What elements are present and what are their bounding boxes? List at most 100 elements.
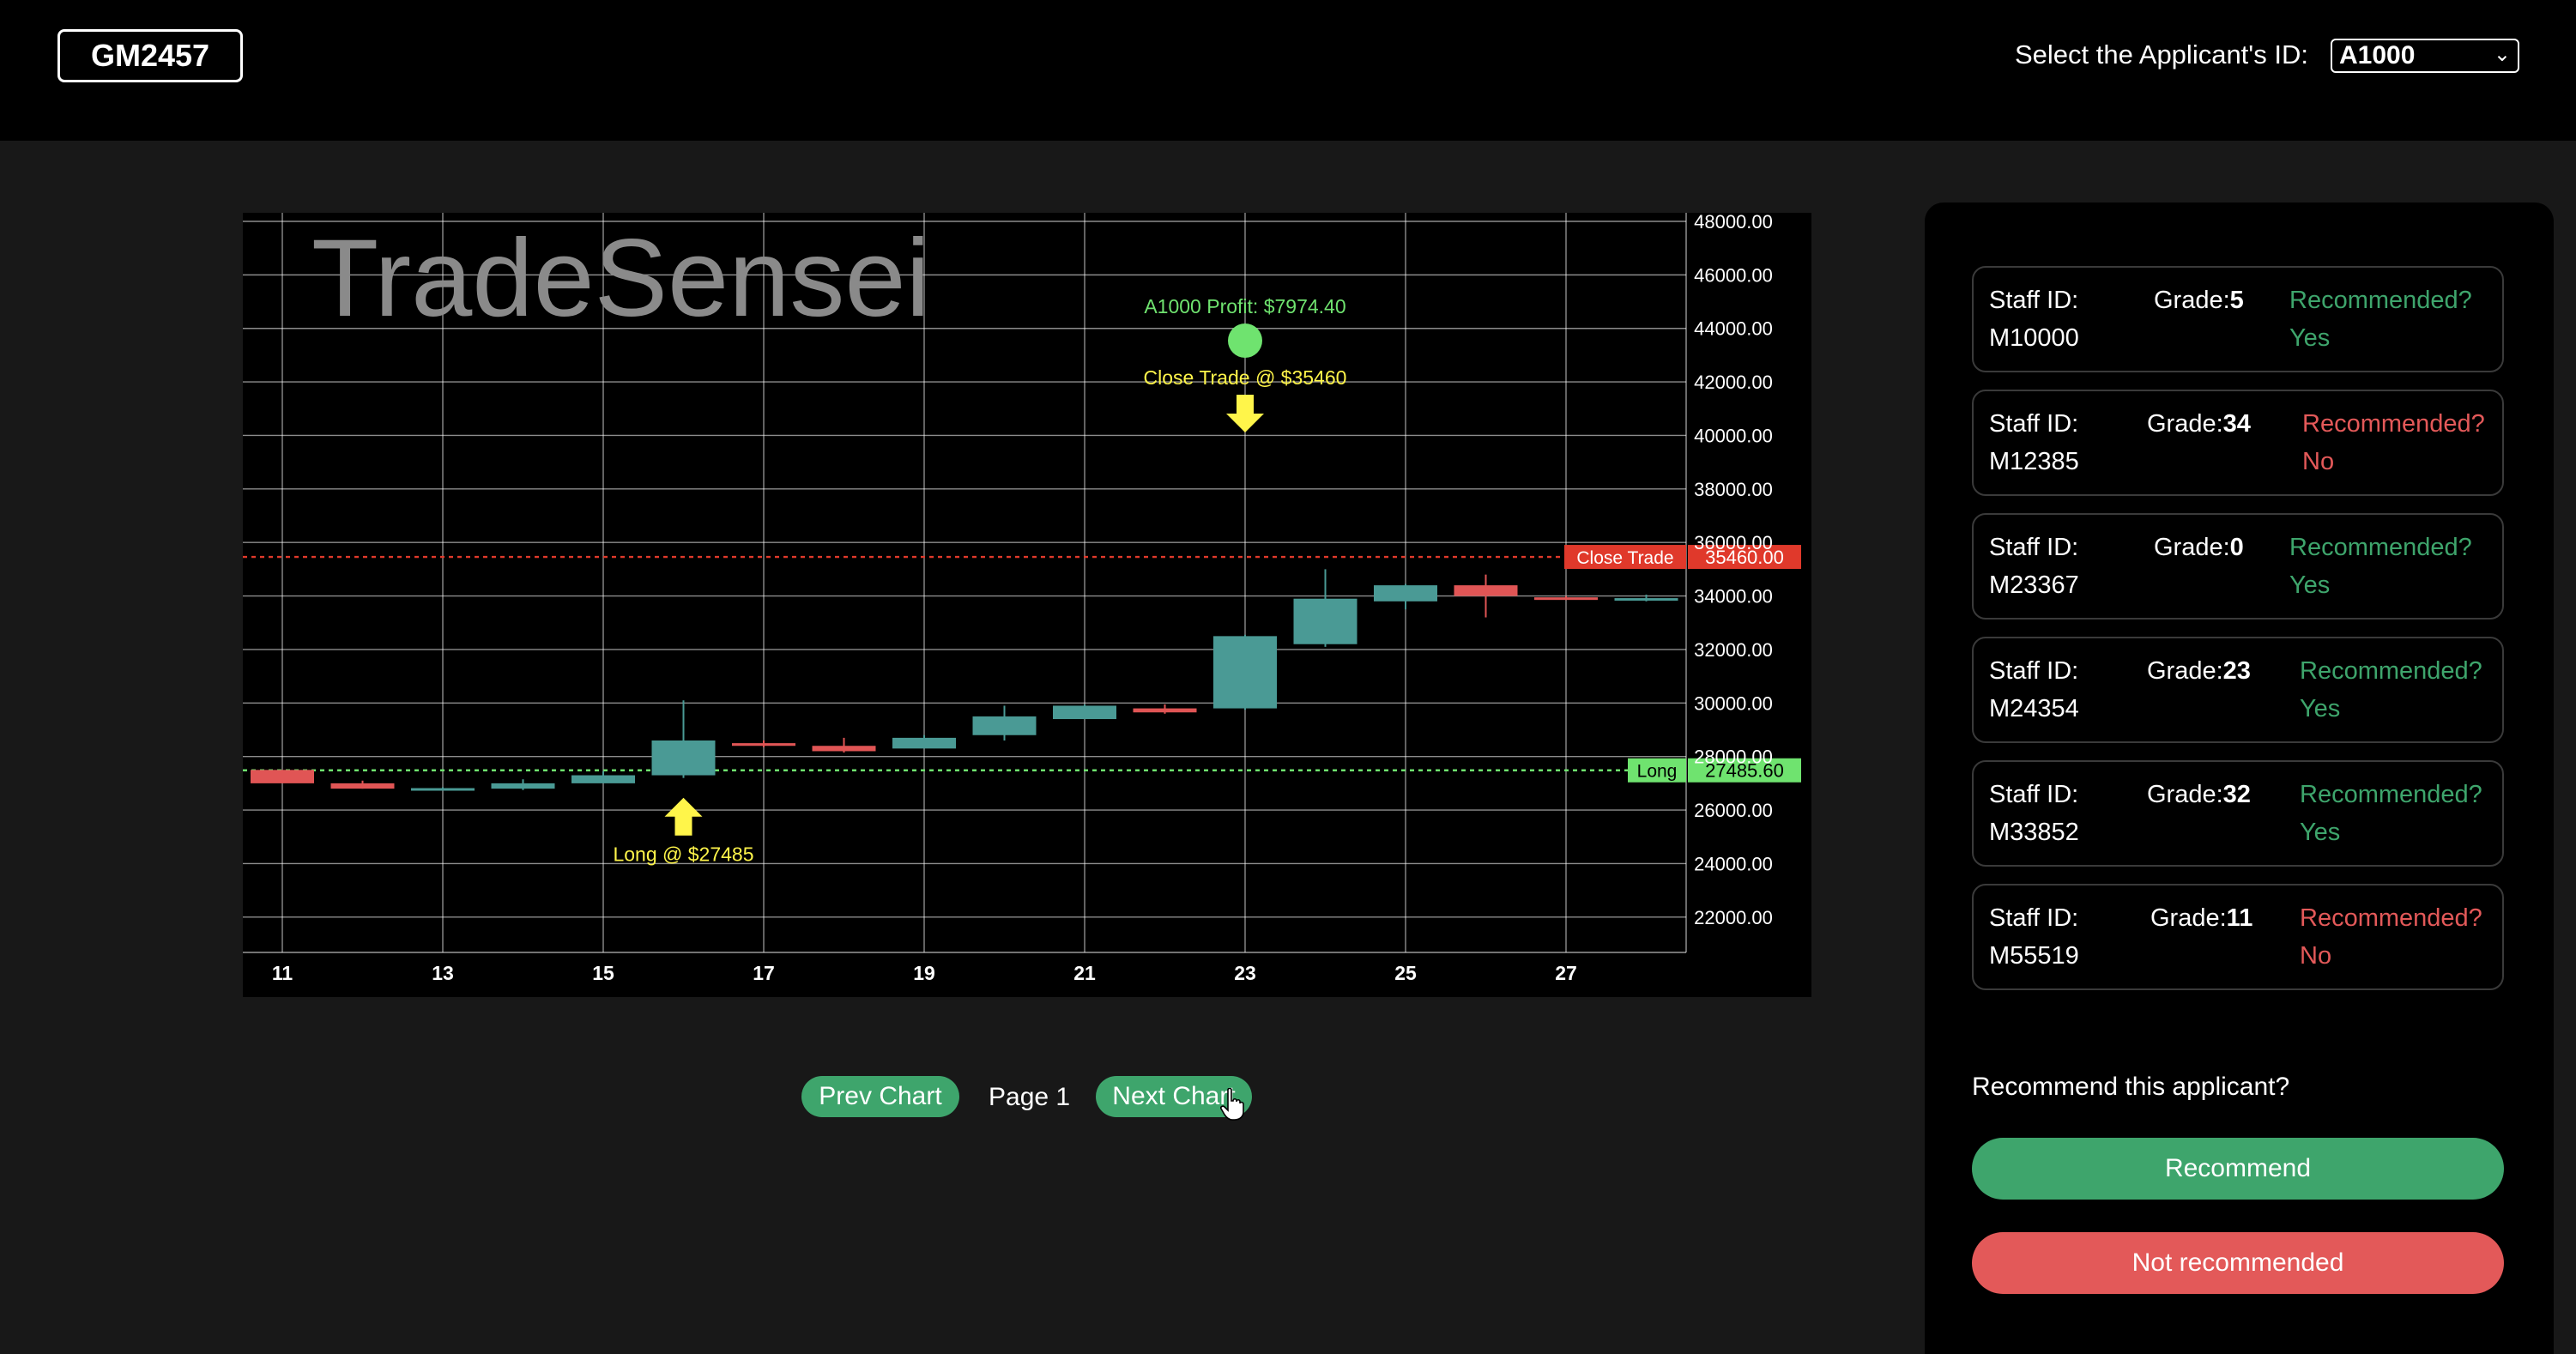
staff-id-value: M33852 [1989, 819, 2079, 846]
candle-body [1454, 585, 1518, 596]
y-tick-label: 28000.00 [1694, 747, 1773, 768]
staff-card: Staff ID: M23367 Grade:0 Recommended? Yes [1972, 513, 2504, 620]
grade-label: Grade: [2150, 904, 2227, 932]
recommended-value: No [2300, 942, 2332, 970]
grade-label: Grade: [2147, 410, 2223, 438]
recommended-label: Recommended? [2300, 781, 2482, 808]
profit-label: A1000 Profit: $7974.40 [1144, 295, 1345, 317]
recommended-value: Yes [2289, 324, 2331, 352]
close-marker-label: Close Trade @ $35460 [1144, 366, 1347, 389]
close-trade-price-bg [1688, 545, 1801, 570]
candle-body [1534, 597, 1598, 601]
recommended-label: Recommended? [2300, 657, 2482, 685]
trade-markers: Long @ $27485 A1000 Profit: $7974.40 Close… [613, 295, 1346, 866]
candle-body [1374, 585, 1437, 601]
candle-body [1293, 598, 1358, 644]
recommended-value: Yes [2289, 571, 2331, 599]
grade-value: 23 [2222, 657, 2251, 685]
candle-body [732, 743, 795, 747]
grade-value: 5 [2229, 287, 2244, 314]
recommend-button[interactable]: Recommend [1972, 1138, 2504, 1200]
hand-cursor-icon [1220, 1088, 1244, 1121]
staff-grade: Grade:34 [2147, 405, 2251, 443]
x-tick-label: 15 [592, 962, 614, 984]
long-marker-label: Long @ $27485 [613, 843, 753, 866]
grade-label: Grade: [2147, 781, 2223, 808]
prev-chart-button[interactable]: Prev Chart [801, 1076, 959, 1117]
not-recommended-button[interactable]: Not recommended [1972, 1232, 2504, 1294]
candle-body [1614, 598, 1678, 601]
applicant-id-value: A1000 [2339, 41, 2416, 70]
page-indicator: Page 1 [989, 1083, 1071, 1111]
candle-body [651, 740, 716, 776]
candle-body [411, 788, 475, 791]
x-tick-label: 13 [432, 962, 454, 984]
app-logo[interactable]: GM2457 [57, 29, 243, 82]
top-bar: GM2457 Select the Applicant's ID: A1000 … [0, 0, 2576, 141]
long-price-bg [1688, 758, 1801, 783]
x-tick-label: 11 [272, 962, 293, 984]
staff-card: Staff ID: M55519 Grade:11 Recommended? No [1972, 884, 2504, 990]
grade-value: 34 [2222, 410, 2251, 438]
staff-id-label: Staff ID: [1989, 410, 2079, 438]
staff-recommendation: Recommended? Yes [2289, 529, 2472, 604]
y-tick-label: 34000.00 [1694, 586, 1773, 607]
recommended-value: Yes [2300, 695, 2341, 722]
x-tick-label: 23 [1234, 962, 1256, 984]
staff-grade: Grade:5 [2154, 281, 2244, 319]
y-tick-label: 32000.00 [1694, 639, 1773, 661]
grade-label: Grade: [2154, 534, 2230, 561]
staff-id-label: Staff ID: [1989, 657, 2079, 685]
staff-id-value: M55519 [1989, 942, 2079, 970]
long-label: Long [1637, 762, 1678, 782]
recommended-value: Yes [2300, 819, 2341, 846]
y-tick-label: 30000.00 [1694, 692, 1773, 714]
y-tick-label: 40000.00 [1694, 425, 1773, 446]
long-label-bg [1628, 758, 1686, 783]
applicant-select-label: Select the Applicant's ID: [2015, 39, 2308, 70]
y-tick-label: 42000.00 [1694, 372, 1773, 393]
price-chart[interactable]: TradeSensei Close Trade 35460.00 Long 27485… [243, 213, 1811, 997]
grade-value: 11 [2226, 904, 2253, 932]
candles [251, 569, 1678, 791]
grade-label: Grade: [2154, 287, 2230, 314]
applicant-id-select[interactable]: A1000 ⌄ [2331, 39, 2519, 73]
y-tick-label: 48000.00 [1694, 213, 1773, 233]
chart-grid [243, 213, 1687, 953]
staff-id-label: Staff ID: [1989, 287, 2079, 314]
chart-axes: 22000.00 24000.00 26000.00 28000.00 30000.00… [272, 213, 1773, 984]
close-arrow-icon [1226, 395, 1264, 432]
profit-dot [1228, 323, 1262, 358]
staff-id: Staff ID: M12385 [1989, 405, 2079, 481]
x-tick-label: 27 [1555, 962, 1577, 984]
staff-recommendation: Recommended? Yes [2289, 281, 2472, 357]
grade-label: Grade: [2147, 657, 2223, 685]
staff-panel: Staff ID: M10000 Grade:5 Recommended? Yes Sta… [1925, 202, 2554, 1354]
y-tick-label: 26000.00 [1694, 800, 1773, 821]
candle-body [812, 746, 876, 752]
staff-grade: Grade:0 [2154, 529, 2244, 566]
y-tick-label: 46000.00 [1694, 264, 1773, 286]
staff-card: Staff ID: M10000 Grade:5 Recommended? Yes [1972, 266, 2504, 372]
recommended-label: Recommended? [2289, 534, 2472, 561]
staff-id-value: M24354 [1989, 695, 2079, 722]
trade-lines: Close Trade 35460.00 Long 27485.60 [243, 545, 1801, 783]
staff-id: Staff ID: M33852 [1989, 776, 2079, 851]
next-chart-button[interactable]: Next Chart [1096, 1076, 1252, 1117]
staff-card: Staff ID: M12385 Grade:34 Recommended? No [1972, 390, 2504, 496]
x-tick-label: 17 [753, 962, 775, 984]
recommended-label: Recommended? [2289, 287, 2472, 314]
y-tick-label: 22000.00 [1694, 907, 1773, 928]
y-tick-label: 38000.00 [1694, 479, 1773, 500]
staff-recommendation: Recommended? No [2302, 405, 2485, 481]
recommended-label: Recommended? [2300, 904, 2482, 932]
candle-body [1133, 708, 1197, 713]
candle-body [491, 783, 555, 789]
candle-body [972, 716, 1037, 735]
staff-id: Staff ID: M55519 [1989, 899, 2079, 975]
staff-recommendation: Recommended? Yes [2300, 652, 2482, 728]
staff-card: Staff ID: M24354 Grade:23 Recommended? Yes [1972, 637, 2504, 743]
grade-value: 0 [2229, 534, 2244, 561]
staff-id-value: M12385 [1989, 448, 2079, 475]
recommended-value: No [2302, 448, 2335, 475]
